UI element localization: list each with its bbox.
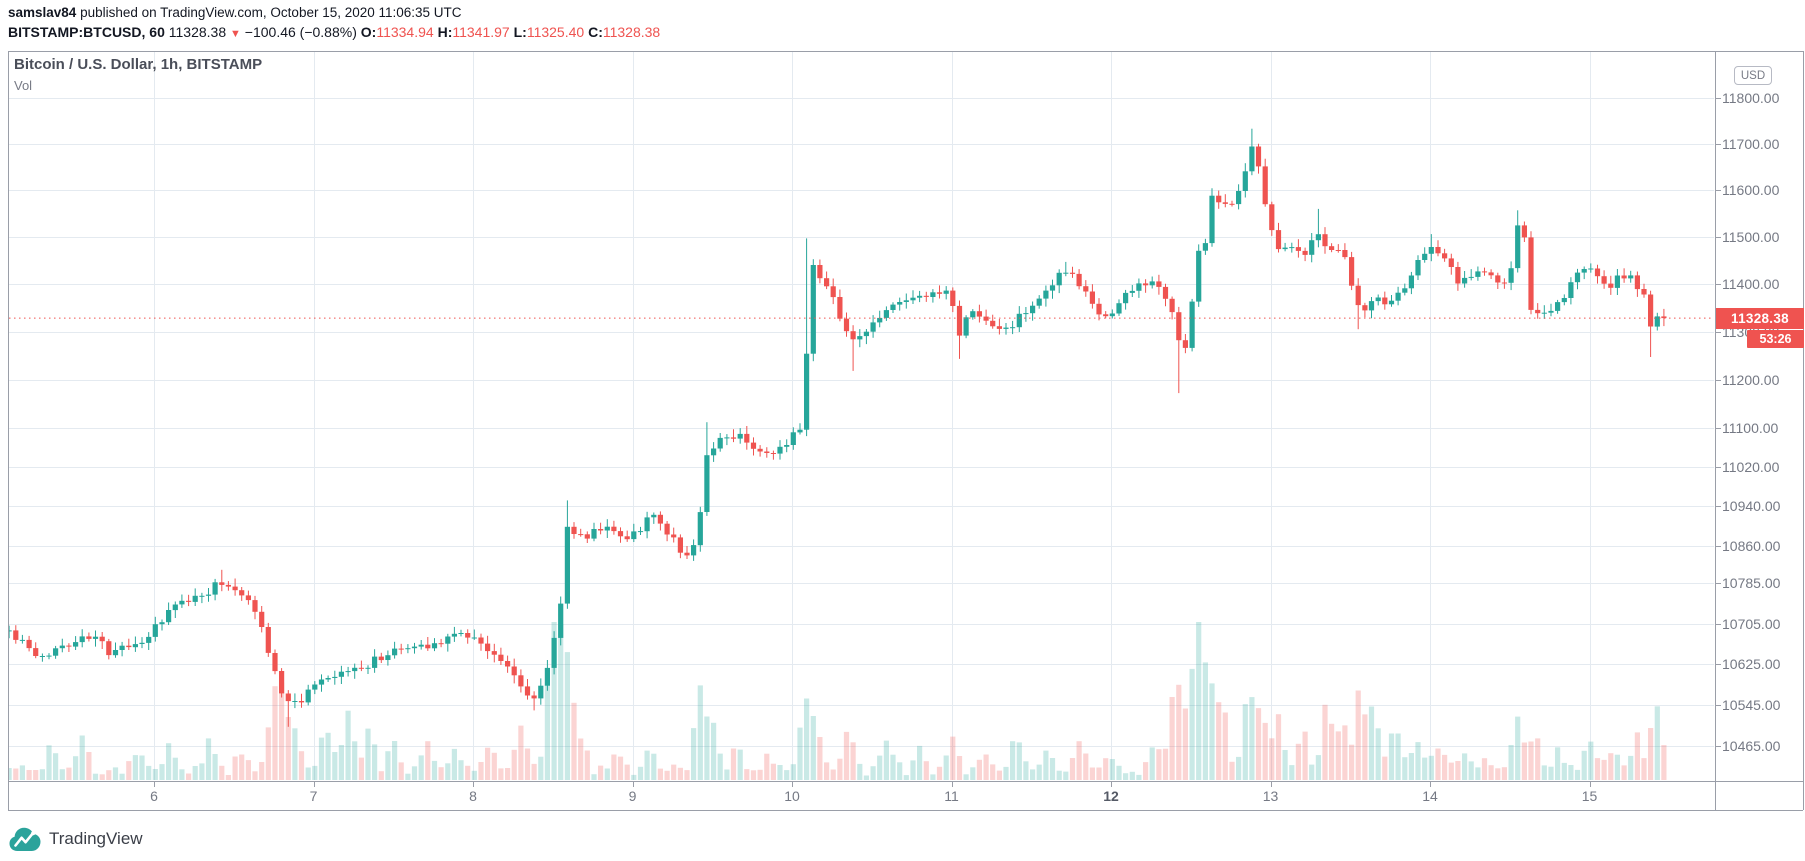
time-axis-label: 9: [628, 788, 637, 804]
price-axis-label: 10785.00: [1722, 575, 1781, 592]
bar-countdown-badge: 53:26: [1747, 330, 1804, 348]
price-axis-label: 10625.00: [1722, 655, 1781, 672]
tradingview-logo-text: TradingView: [49, 828, 143, 848]
symbol-header: BITSTAMP:BTCUSD, 60 11328.38 ▼ −100.46 (…: [8, 24, 660, 40]
author-name: samslav84: [8, 5, 77, 20]
currency-usd-button[interactable]: USD: [1734, 66, 1772, 85]
open-label: O:: [360, 24, 377, 40]
high-label: H:: [437, 24, 453, 40]
change-value: −100.46 (−0.88%): [244, 24, 357, 40]
price-axis-label: 10860.00: [1722, 537, 1781, 554]
time-axis-label: 14: [1422, 788, 1438, 804]
price-axis-label: 11100.00: [1722, 419, 1779, 436]
time-axis-label: 10: [784, 788, 800, 804]
time-axis-label: 7: [309, 788, 318, 804]
symbol-interval: BITSTAMP:BTCUSD, 60: [8, 24, 165, 40]
price-axis-label: 11200.00: [1722, 371, 1780, 388]
low-label: L:: [513, 24, 527, 40]
price-axis-label: 10940.00: [1722, 498, 1781, 515]
tradingview-logo[interactable]: TradingView: [8, 823, 143, 854]
open-value: 11334.94: [376, 24, 434, 40]
price-axis-label: 11700.00: [1722, 135, 1780, 152]
publish-info: published on TradingView.com, October 15…: [76, 5, 462, 20]
tradingview-logo-icon: [8, 823, 42, 854]
last-price-value: 11328.38: [168, 24, 227, 40]
chart-title: Bitcoin / U.S. Dollar, 1h, BITSTAMP: [14, 56, 263, 73]
time-axis-label: 11: [944, 788, 959, 804]
price-axis-label: 10465.00: [1722, 737, 1781, 754]
price-axis-label: 11020.00: [1722, 459, 1780, 476]
time-axis-label: 8: [469, 788, 477, 804]
direction-down-icon: ▼: [230, 28, 241, 40]
low-value: 11325.40: [526, 24, 585, 40]
close-label: C:: [588, 24, 603, 40]
price-axis-label: 11600.00: [1722, 182, 1780, 199]
time-axis-label: 6: [150, 788, 158, 804]
price-axis-label: 10545.00: [1722, 696, 1781, 713]
price-axis-label: 10705.00: [1722, 615, 1781, 632]
time-axis-label: 12: [1103, 788, 1119, 804]
close-value: 11328.38: [602, 24, 661, 40]
time-axis-label: 13: [1262, 788, 1279, 804]
high-value: 11341.97: [452, 24, 510, 40]
price-axis-label: 11500.00: [1722, 228, 1780, 245]
price-axis-label: 11800.00: [1722, 90, 1780, 106]
price-axis-label: 11400.00: [1722, 276, 1780, 293]
time-axis-label: 15: [1581, 788, 1598, 804]
volume-indicator-label: Vol: [14, 78, 33, 93]
last-price-badge: 11328.38: [1716, 308, 1804, 329]
publish-header: samslav84 published on TradingView.com, …: [8, 5, 462, 20]
